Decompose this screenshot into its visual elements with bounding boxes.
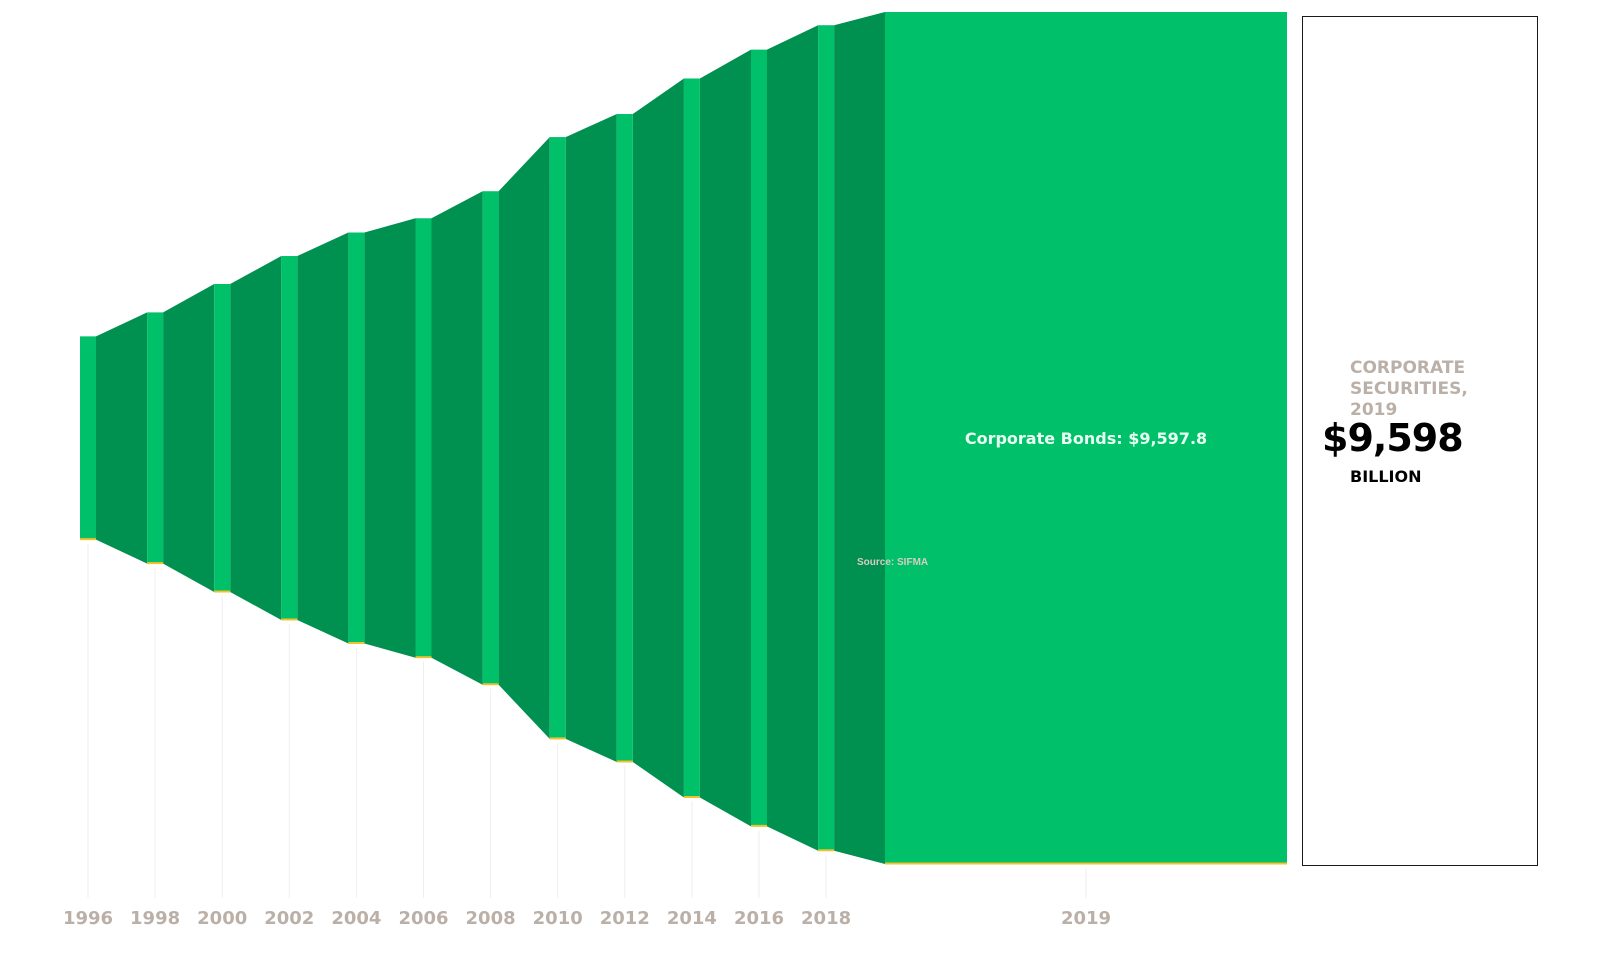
flow-band [364,218,416,658]
flow-band [431,191,483,685]
corporate-bonds-bar [683,78,700,798]
corporate-bonds-data-label: Corporate Bonds: $9,597.8 [965,429,1207,448]
x-tick-label: 2018 [801,908,851,929]
source-note: Source: SIFMA [857,557,928,568]
flow-band [699,49,751,827]
x-tick-label: 2004 [331,908,381,929]
summary-panel [1302,16,1538,866]
bar-baseline-accent [281,618,298,621]
bar-baseline-accent [549,737,566,740]
x-tick-label: 2016 [734,908,784,929]
x-tick-label: 2002 [264,908,314,929]
corporate-bonds-bar [80,336,96,540]
flow-band [565,113,617,763]
x-tick-label: 2010 [533,908,583,929]
corporate-bonds-bar [885,12,1287,864]
bar-baseline-accent [683,796,700,799]
flow-band [163,283,215,593]
corporate-bonds-bar [751,49,767,827]
corporate-bonds-bar [482,191,499,685]
corporate-bonds-bar [818,25,835,851]
bar-baseline-accent [348,642,365,645]
year-bars [80,12,1287,865]
bar-baseline-accent [616,760,633,763]
x-tick-label: 2000 [197,908,247,929]
flow-band [96,312,148,564]
x-tick-label: 2012 [600,908,650,929]
summary-title: CORPORATE SECURITIES, 2019 [1350,358,1468,420]
bar-baseline-accent [415,656,432,659]
summary-unit: BILLION [1350,467,1422,486]
corporate-bonds-bar [616,113,633,763]
flow-band [230,256,282,620]
x-tick-label: 1996 [63,908,113,929]
x-axis-ticks: 1996 1998 2000 2002 2004 2006 2008 2010 2012 2014… [63,908,1111,929]
bar-baseline-accent [818,849,835,852]
bar-baseline-accent [80,538,96,541]
flow-band [297,232,349,644]
x-tick-label: 1998 [130,908,180,929]
flow-band [767,25,819,851]
corporate-bonds-bar [549,137,566,739]
flow-band [834,12,885,864]
flow-bands [96,12,885,864]
x-tick-label: 2006 [398,908,448,929]
corporate-bonds-bar [147,312,164,564]
x-tick-label: 2008 [466,908,516,929]
summary-value: $9,598 [1322,416,1464,460]
bar-baseline-accent [147,562,164,565]
flow-band [632,78,684,798]
corporate-bonds-bar [348,232,365,644]
bar-baseline-accent [214,590,231,593]
x-tick-label: 2019 [1061,908,1111,929]
corporate-bonds-bar [281,256,298,620]
x-tick-label: 2014 [667,908,717,929]
bar-baseline-accent [482,683,499,686]
corporate-bonds-bar [214,283,231,593]
year-guide-lines [87,543,1087,898]
bar-baseline-accent [751,824,767,827]
flow-band [498,137,550,739]
bar-baseline-accent [885,862,1287,865]
corporate-bonds-bar [415,218,432,658]
